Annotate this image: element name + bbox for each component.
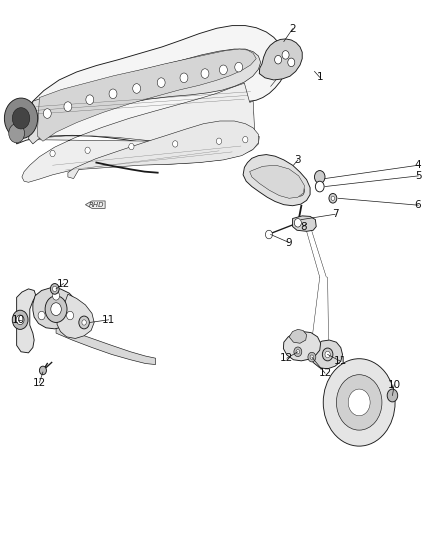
Text: 10: 10	[12, 315, 25, 325]
Circle shape	[180, 73, 188, 83]
Polygon shape	[85, 201, 105, 208]
Circle shape	[109, 89, 117, 99]
Circle shape	[282, 51, 289, 59]
Circle shape	[275, 55, 282, 64]
Polygon shape	[250, 165, 304, 198]
Polygon shape	[17, 289, 36, 353]
Polygon shape	[57, 294, 94, 338]
Circle shape	[9, 124, 25, 143]
Circle shape	[336, 375, 382, 430]
Polygon shape	[22, 83, 259, 182]
Text: 9: 9	[286, 238, 293, 247]
Circle shape	[288, 58, 295, 67]
Text: 12: 12	[57, 279, 70, 288]
Circle shape	[323, 359, 395, 446]
Circle shape	[43, 109, 51, 118]
Circle shape	[331, 196, 335, 200]
Circle shape	[308, 352, 316, 362]
Text: 12: 12	[280, 353, 293, 363]
Circle shape	[271, 173, 279, 184]
Text: RHD: RHD	[88, 201, 104, 208]
Text: 8: 8	[300, 222, 307, 231]
Polygon shape	[15, 26, 287, 148]
Circle shape	[16, 315, 24, 325]
Circle shape	[157, 78, 165, 87]
Polygon shape	[243, 155, 310, 206]
Circle shape	[296, 350, 300, 354]
Circle shape	[86, 95, 94, 104]
Circle shape	[39, 366, 46, 375]
Circle shape	[310, 355, 314, 359]
Polygon shape	[310, 340, 343, 369]
Circle shape	[296, 185, 304, 196]
Circle shape	[265, 230, 272, 239]
Circle shape	[4, 98, 38, 139]
Text: 12: 12	[318, 368, 332, 378]
Circle shape	[315, 181, 324, 192]
Circle shape	[82, 320, 86, 325]
Circle shape	[133, 84, 141, 93]
Text: 1: 1	[316, 72, 323, 82]
Circle shape	[50, 284, 59, 294]
Circle shape	[325, 351, 330, 358]
Circle shape	[50, 150, 55, 157]
Text: 3: 3	[294, 155, 301, 165]
Circle shape	[53, 286, 57, 292]
Circle shape	[322, 348, 333, 361]
Circle shape	[12, 310, 28, 329]
Polygon shape	[33, 288, 78, 329]
Circle shape	[235, 62, 243, 72]
Polygon shape	[283, 332, 321, 361]
Circle shape	[12, 108, 30, 129]
Circle shape	[173, 141, 178, 147]
Circle shape	[329, 193, 337, 203]
Text: 12: 12	[33, 378, 46, 387]
Circle shape	[294, 219, 301, 227]
Circle shape	[45, 296, 67, 322]
Circle shape	[67, 311, 74, 320]
Circle shape	[294, 347, 302, 357]
Polygon shape	[289, 329, 307, 343]
Text: 2: 2	[289, 24, 296, 34]
Circle shape	[243, 136, 248, 143]
Circle shape	[258, 168, 266, 179]
Text: 11: 11	[102, 315, 115, 325]
Circle shape	[51, 303, 61, 316]
Circle shape	[387, 389, 398, 402]
Circle shape	[85, 147, 90, 154]
Circle shape	[285, 179, 293, 189]
Circle shape	[53, 292, 60, 300]
Circle shape	[38, 311, 45, 320]
Circle shape	[348, 389, 370, 416]
Text: 6: 6	[415, 200, 421, 210]
Polygon shape	[68, 121, 258, 179]
Circle shape	[201, 69, 209, 78]
Text: 7: 7	[332, 209, 339, 219]
Polygon shape	[37, 49, 256, 141]
Polygon shape	[293, 216, 316, 231]
Polygon shape	[56, 325, 155, 365]
Circle shape	[129, 143, 134, 150]
Text: 11: 11	[334, 357, 347, 366]
Circle shape	[216, 138, 222, 144]
Text: 10: 10	[388, 380, 401, 390]
Circle shape	[79, 316, 89, 329]
Circle shape	[64, 102, 72, 111]
Circle shape	[314, 171, 325, 183]
Text: 5: 5	[415, 171, 421, 181]
Circle shape	[219, 65, 227, 75]
Text: 4: 4	[415, 160, 421, 170]
Polygon shape	[259, 39, 302, 80]
Polygon shape	[28, 49, 261, 144]
